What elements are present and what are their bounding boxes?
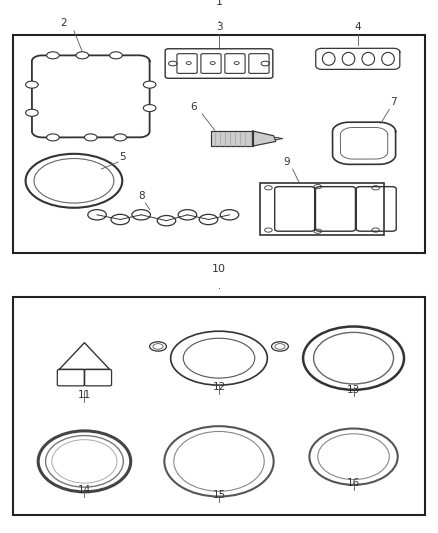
Text: 10: 10 [212,264,226,274]
Bar [260,183,384,235]
Circle shape [143,104,156,111]
Text: 14: 14 [78,486,91,495]
Circle shape [25,109,38,116]
Circle shape [76,52,88,59]
Polygon shape [211,131,253,146]
Text: 4: 4 [354,22,361,32]
Circle shape [110,52,122,59]
Text: 12: 12 [212,382,226,392]
Text: 8: 8 [138,191,145,201]
Circle shape [25,81,38,88]
Text: 7: 7 [390,97,397,107]
Text: 9: 9 [283,157,290,167]
Text: 2: 2 [60,18,67,28]
Circle shape [46,52,59,59]
Circle shape [46,134,59,141]
Text: 13: 13 [347,384,360,394]
Text: 16: 16 [347,478,360,488]
Text: 15: 15 [212,490,226,500]
Text: 11: 11 [78,390,91,400]
Circle shape [114,134,127,141]
Circle shape [143,81,156,88]
Text: 6: 6 [191,102,197,111]
Circle shape [85,134,97,141]
Text: 5: 5 [119,152,126,162]
Polygon shape [253,131,276,146]
Text: 1: 1 [215,0,223,7]
Text: 3: 3 [215,22,223,32]
